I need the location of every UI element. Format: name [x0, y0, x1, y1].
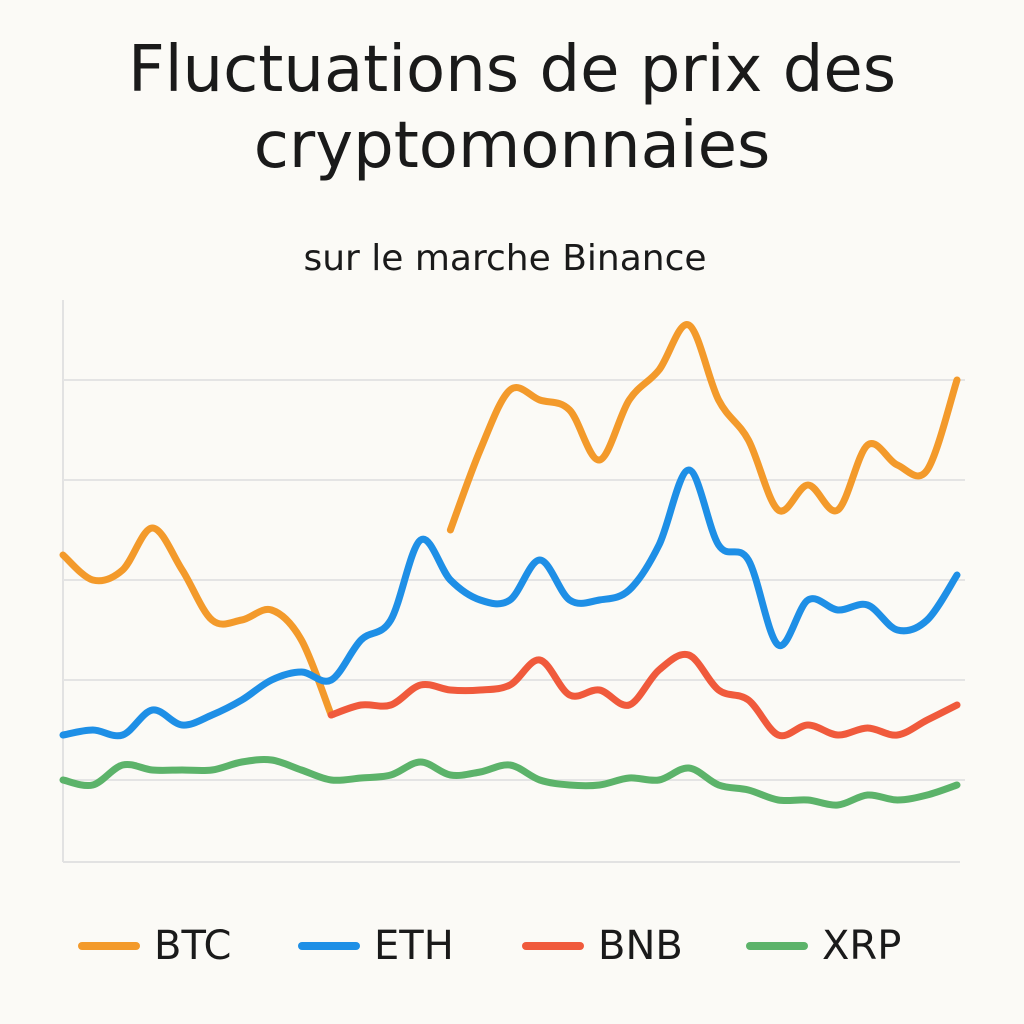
series-line — [59, 466, 961, 740]
chart-title: Fluctuations de prix des cryptomonnaies — [127, 33, 897, 183]
legend-label: BTC — [154, 923, 231, 969]
legend-label: BNB — [598, 923, 683, 969]
legend-label: XRP — [822, 923, 901, 969]
chart-subtitle: sur le marche Binance — [303, 238, 707, 279]
legend-item: ETH — [298, 923, 454, 969]
series-line — [59, 321, 961, 719]
series-line — [327, 650, 961, 740]
legend-label: ETH — [374, 923, 454, 969]
legend-item: BNB — [522, 923, 683, 969]
series-line — [59, 756, 961, 809]
legend-item: XRP — [746, 923, 901, 969]
legend-item: BTC — [78, 923, 231, 969]
